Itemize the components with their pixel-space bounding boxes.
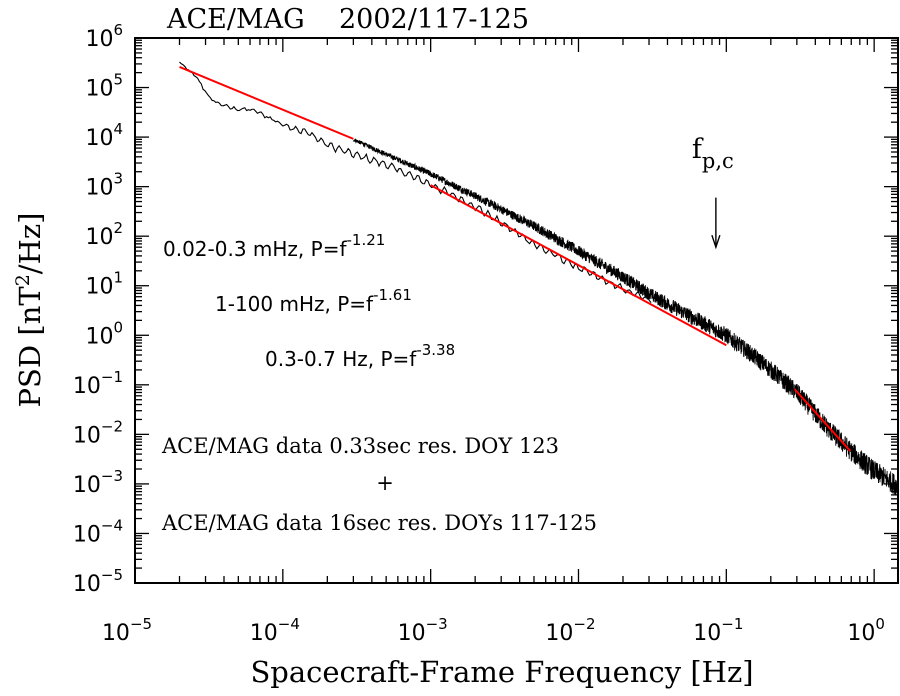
- psd-series-1: [179, 61, 652, 304]
- fit-label-3: 0.3-0.7 Hz, P=f-3.38: [265, 341, 455, 371]
- x-tick-label-base: 10: [545, 621, 573, 646]
- tick-layer: [134, 38, 898, 584]
- y-tick-label: 10−1: [73, 368, 123, 399]
- y-tick-label-base: 10: [85, 275, 113, 300]
- x-tick-label-exp: −3: [426, 615, 448, 633]
- y-tick-labels: 10610510410310210110010−110−210−310−410−…: [73, 21, 123, 597]
- fpc-annotation: fp,c: [692, 134, 734, 250]
- fit-label-2: 1-100 mHz, P=f-1.61: [215, 286, 412, 316]
- x-tick-label: 10−2: [545, 615, 595, 646]
- x-tick-label-base: 10: [102, 621, 130, 646]
- legend-line-1: ACE/MAG data 0.33sec res. DOY 123: [161, 434, 559, 458]
- y-tick-label: 104: [85, 120, 123, 151]
- y-tick-label-base: 10: [85, 324, 113, 349]
- y-tick-label-exp: 2: [113, 219, 123, 237]
- y-tick-label: 10−4: [73, 516, 123, 547]
- x-tick-label-exp: −1: [721, 615, 743, 633]
- x-tick-label-base: 10: [847, 621, 875, 646]
- x-tick-label-exp: −4: [278, 615, 300, 633]
- fit-label-2-exponent: -1.61: [373, 286, 412, 304]
- y-tick-label-exp: −3: [101, 467, 123, 485]
- x-tick-label-exp: 0: [875, 615, 885, 633]
- y-tick-label-base: 10: [73, 423, 101, 448]
- y-tick-label-exp: −2: [101, 417, 123, 435]
- psd-series-2: [352, 138, 899, 496]
- x-axis-label: Spacecraft-Frame Frequency [Hz]: [250, 655, 753, 689]
- data-layer: [179, 61, 899, 496]
- y-tick-label-base: 10: [73, 522, 101, 547]
- y-tick-label-base: 10: [73, 473, 101, 498]
- y-tick-label-exp: 1: [113, 269, 123, 287]
- fit-line-2: [430, 184, 727, 347]
- y-tick-label-exp: −5: [101, 566, 123, 584]
- y-tick-label-exp: 6: [113, 21, 123, 39]
- x-tick-label-exp: −5: [130, 615, 152, 633]
- fit-label-3-exponent: -3.38: [416, 341, 455, 359]
- y-tick-label: 105: [85, 71, 123, 102]
- x-tick-label: 100: [847, 615, 885, 646]
- y-axis-label-rest: /Hz]: [13, 213, 47, 275]
- y-tick-label-base: 10: [73, 374, 101, 399]
- y-tick-label: 10−2: [73, 417, 123, 448]
- fit-label-1-text: 0.02-0.3 mHz, P=f: [163, 237, 347, 261]
- x-tick-label-base: 10: [250, 621, 278, 646]
- fpc-arrow-head: [711, 234, 721, 250]
- fit-label-1-exponent: -1.21: [347, 231, 386, 249]
- y-tick-label-base: 10: [85, 126, 113, 151]
- fit-line-3: [793, 388, 852, 452]
- y-tick-label-exp: 4: [113, 120, 123, 138]
- y-tick-label: 100: [85, 318, 123, 349]
- y-tick-label-base: 10: [85, 77, 113, 102]
- y-tick-label: 103: [85, 170, 123, 201]
- legend-plus: +: [376, 471, 394, 495]
- y-tick-label-base: 10: [73, 572, 101, 597]
- y-tick-label: 102: [85, 219, 123, 250]
- fit-line-1: [179, 66, 354, 140]
- fpc-label-sub: p,c: [702, 149, 734, 173]
- y-tick-label: 10−5: [73, 566, 123, 597]
- x-tick-label: 10−1: [693, 615, 743, 646]
- chart-title: ACE/MAG 2002/117-125: [166, 4, 529, 35]
- fit-label-1: 0.02-0.3 mHz, P=f-1.21: [163, 231, 385, 261]
- plot-frame: [134, 37, 899, 584]
- y-tick-label-exp: −4: [101, 516, 123, 534]
- y-tick-label-base: 10: [85, 27, 113, 52]
- fpc-label: fp,c: [692, 134, 734, 173]
- y-tick-label: 101: [85, 269, 123, 300]
- x-tick-labels: 10−5 10−4 10−3 10−2 10−1 100: [102, 615, 885, 646]
- fpc-label-base: f: [692, 134, 704, 165]
- fit-label-2-text: 1-100 mHz, P=f: [215, 292, 374, 316]
- fit-label-3-text: 0.3-0.7 Hz, P=f: [265, 347, 417, 371]
- x-tick-label-base: 10: [398, 621, 426, 646]
- y-axis-label-sup: 2: [12, 274, 34, 286]
- fit-layer: [179, 66, 852, 452]
- x-tick-label-exp: −2: [573, 615, 595, 633]
- legend-line-2: ACE/MAG data 16sec res. DOYs 117-125: [161, 511, 597, 535]
- y-axis-label: PSD [nT2/Hz]: [12, 213, 47, 408]
- y-axis-label-base: PSD [nT: [13, 286, 47, 408]
- x-tick-label: 10−3: [398, 615, 448, 646]
- x-tick-label: 10−4: [250, 615, 300, 646]
- y-tick-label-exp: 5: [113, 71, 123, 89]
- x-tick-label: 10−5: [102, 615, 152, 646]
- y-tick-label: 106: [85, 21, 123, 52]
- y-tick-label-exp: 0: [113, 318, 123, 336]
- y-tick-label-base: 10: [85, 225, 113, 250]
- y-tick-label: 10−3: [73, 467, 123, 498]
- y-tick-label-base: 10: [85, 176, 113, 201]
- y-tick-label-exp: −1: [101, 368, 123, 386]
- x-tick-label-base: 10: [693, 621, 721, 646]
- y-tick-label-exp: 3: [113, 170, 123, 188]
